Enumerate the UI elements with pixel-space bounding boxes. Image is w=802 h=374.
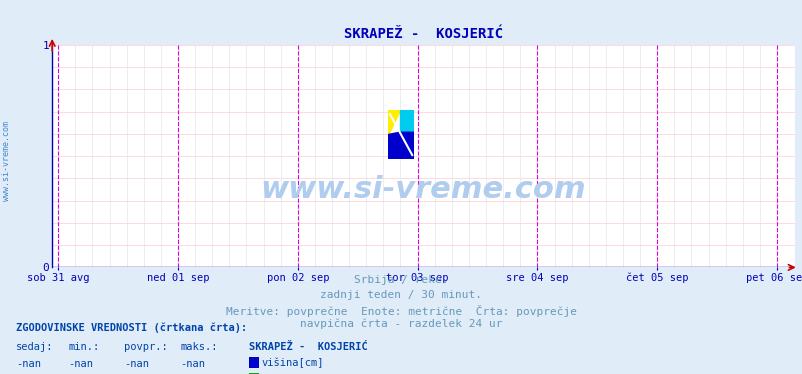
Text: ZGODOVINSKE VREDNOSTI (črtkana črta):: ZGODOVINSKE VREDNOSTI (črtkana črta): bbox=[16, 322, 247, 333]
Polygon shape bbox=[387, 110, 399, 135]
Text: povpr.:: povpr.: bbox=[124, 343, 168, 352]
Text: min.:: min.: bbox=[68, 343, 99, 352]
Text: Srbija / reke.: Srbija / reke. bbox=[354, 275, 448, 285]
Text: www.si-vreme.com: www.si-vreme.com bbox=[2, 121, 11, 201]
Text: -nan: -nan bbox=[68, 359, 93, 368]
Text: -nan: -nan bbox=[180, 359, 205, 368]
Text: Meritve: povprečne  Enote: metrične  Črta: povprečje: Meritve: povprečne Enote: metrične Črta:… bbox=[225, 305, 577, 317]
Text: SKRAPEŽ -  KOSJERIĆ: SKRAPEŽ - KOSJERIĆ bbox=[249, 343, 367, 352]
Text: maks.:: maks.: bbox=[180, 343, 218, 352]
Text: navpična črta - razdelek 24 ur: navpična črta - razdelek 24 ur bbox=[300, 319, 502, 329]
Polygon shape bbox=[387, 132, 414, 159]
Text: -nan: -nan bbox=[124, 359, 149, 368]
Polygon shape bbox=[399, 110, 414, 132]
Text: zadnji teden / 30 minut.: zadnji teden / 30 minut. bbox=[320, 290, 482, 300]
Text: sedaj:: sedaj: bbox=[16, 343, 54, 352]
Text: www.si-vreme.com: www.si-vreme.com bbox=[261, 175, 585, 204]
Title: SKRAPEŽ -  KOSJERIĆ: SKRAPEŽ - KOSJERIĆ bbox=[343, 27, 503, 41]
Text: -nan: -nan bbox=[16, 359, 41, 368]
Text: višina[cm]: višina[cm] bbox=[261, 358, 324, 368]
